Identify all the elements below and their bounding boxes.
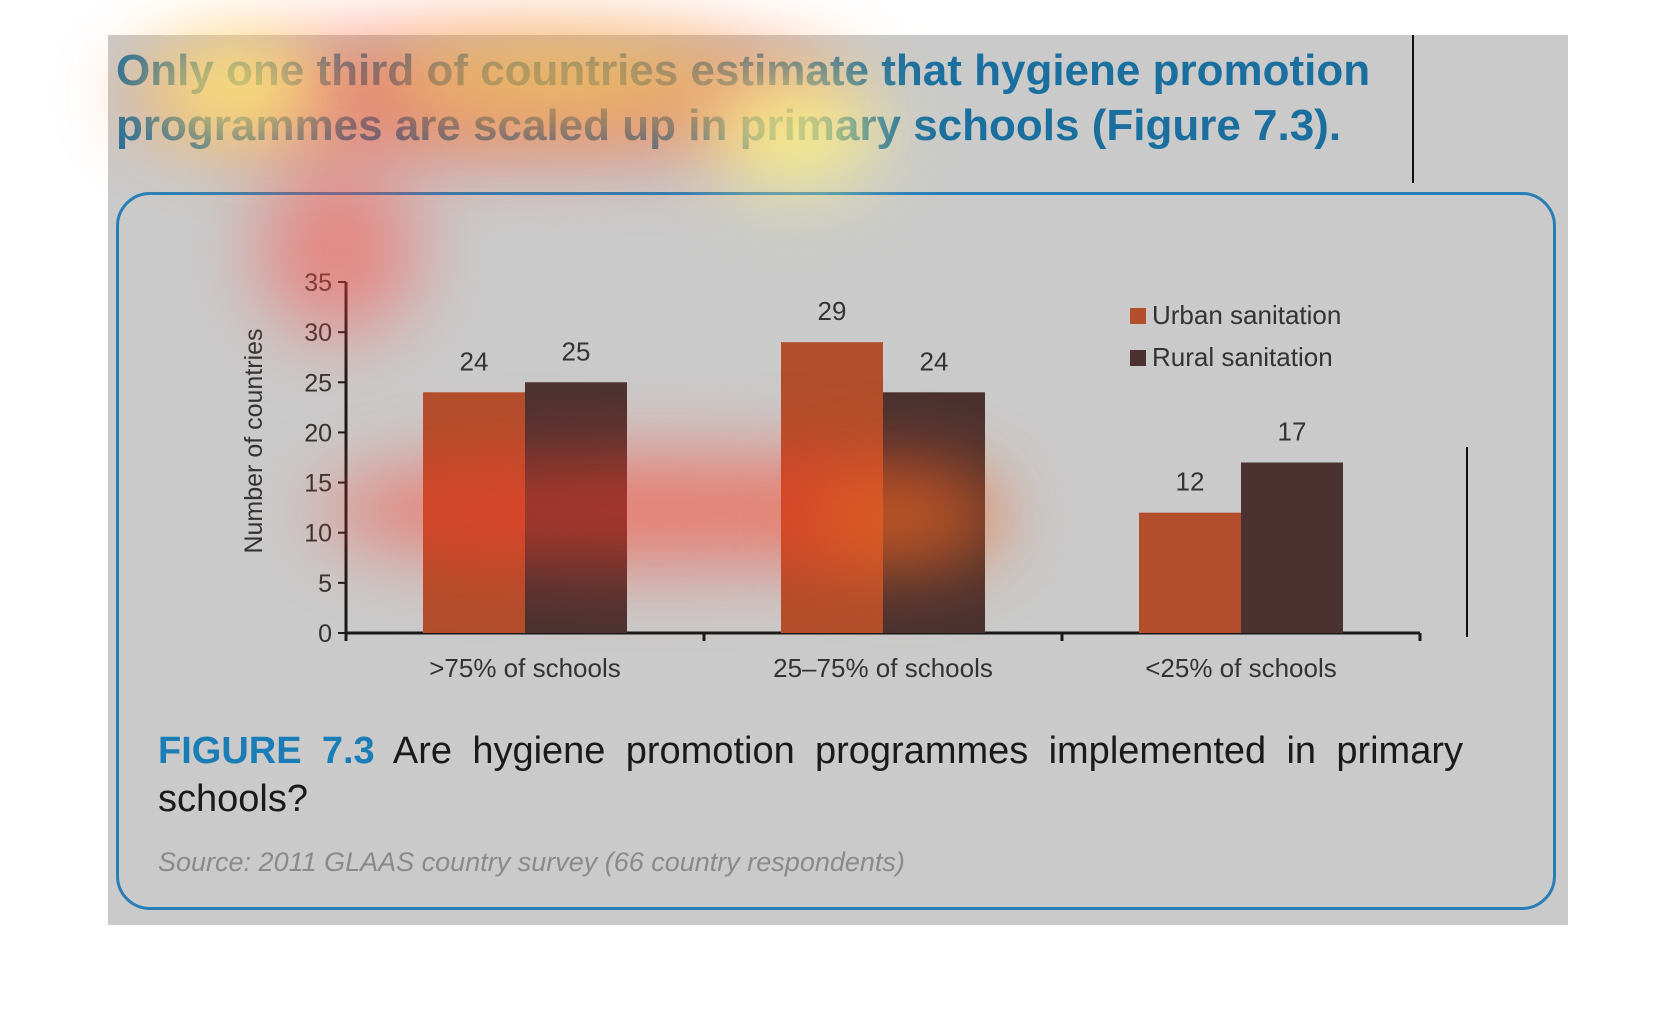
y-tick-label: 30 — [304, 319, 332, 347]
document-page: Only one third of countries estimate tha… — [108, 35, 1568, 925]
legend-label: Rural sanitation — [1152, 342, 1333, 372]
figure-number: FIGURE 7.3 — [158, 730, 375, 772]
data-label: 17 — [1278, 417, 1307, 447]
figure-caption-text: Are hygiene promotion programmes impleme… — [158, 730, 1463, 820]
bar — [525, 382, 627, 633]
y-tick-label: 5 — [318, 570, 332, 598]
vertical-marker-line — [1466, 447, 1468, 637]
legend-swatch — [1130, 308, 1146, 324]
bar — [781, 342, 883, 633]
figure-caption: FIGURE 7.3 Are hygiene promotion program… — [158, 727, 1463, 823]
bar-chart: Number of countries 0 5 10 15 20 25 30 35 >75% o… — [240, 269, 1422, 683]
data-label: 24 — [460, 346, 489, 376]
data-label: 12 — [1176, 467, 1205, 497]
y-tick-label: 35 — [304, 269, 332, 297]
legend-label: Urban sanitation — [1152, 300, 1341, 330]
x-tick-label: 25–75% of schools — [773, 653, 993, 683]
data-label: 29 — [818, 296, 847, 326]
y-tick-label: 0 — [318, 620, 332, 648]
x-tick-label: >75% of schools — [429, 653, 621, 683]
figure-box — [116, 192, 1556, 910]
bar — [883, 392, 985, 633]
bar — [1241, 462, 1343, 633]
legend-swatch — [1130, 350, 1146, 366]
data-label: 24 — [920, 346, 949, 376]
y-tick-label: 15 — [304, 470, 332, 498]
text-cursor-line — [1412, 35, 1414, 183]
data-label: 25 — [562, 336, 591, 366]
y-tick-label: 20 — [304, 419, 332, 447]
y-tick-label: 10 — [304, 520, 332, 548]
bar — [1139, 512, 1241, 633]
x-tick-label: <25% of schools — [1145, 653, 1337, 683]
source-note: Source: 2011 GLAAS country survey (66 co… — [158, 847, 905, 877]
bar — [423, 392, 525, 633]
y-tick-label: 25 — [304, 369, 332, 397]
y-axis-title: Number of countries — [240, 328, 268, 553]
